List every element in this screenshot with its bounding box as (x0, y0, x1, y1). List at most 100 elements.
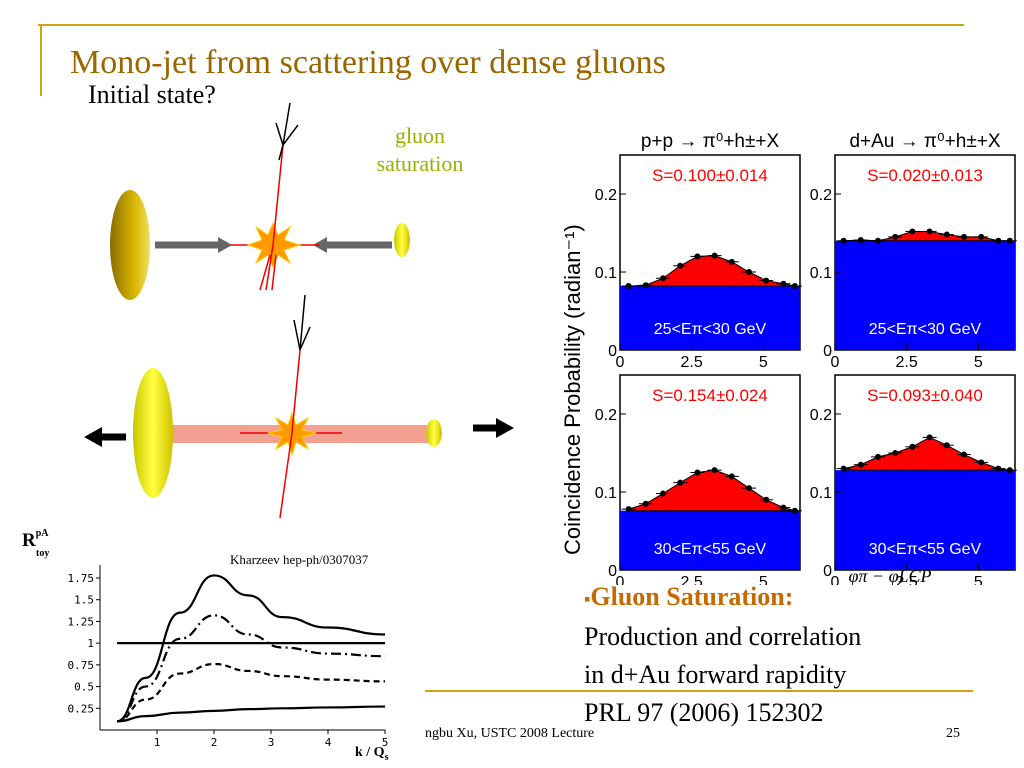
panel-xtick-label: 0 (831, 574, 840, 585)
r-toy-xtick-label: 1 (154, 736, 161, 749)
panel-ytick-label: 0.1 (595, 485, 617, 502)
coincidence-chart: p+p → π⁰+h±+X d+Au → π⁰+h±+X S=0.100±0.014… (595, 131, 1017, 585)
panel-ytick-label: 0 (608, 343, 617, 360)
panel-ytick-label: 0.1 (810, 265, 832, 282)
data-point (694, 469, 701, 476)
panel-ytick-label: 0.1 (810, 485, 832, 502)
column-title-0: p+p → π⁰+h±+X (641, 131, 780, 152)
panel-s-label-3: S=0.093±0.040 (867, 386, 983, 405)
panel-ytick-label: 0 (823, 343, 832, 360)
panel-xtick-label: 5 (974, 574, 983, 585)
r-toy-xtick-label: 3 (268, 736, 275, 749)
data-point (978, 459, 985, 466)
gold-nucleus-bottom (133, 368, 173, 498)
panel-ytick-label: 0.2 (595, 187, 617, 204)
coincidence-xlabel: φπ − φLCP (848, 566, 931, 585)
bullet-marker: ▪ (584, 589, 591, 609)
footer-text: ngbu Xu, USTC 2008 Lecture (425, 726, 595, 741)
r-toy-xlabel: k / Qs (355, 745, 389, 763)
panel-ytick-label: 0 (608, 563, 617, 580)
bullet-head: Gluon Saturation: (590, 582, 794, 611)
data-point (1006, 237, 1013, 244)
panel-s-label-2: S=0.154±0.024 (652, 386, 768, 405)
r-toy-ytick-label: 1.75 (68, 572, 95, 585)
r-toy-ytick-label: 0.75 (68, 659, 95, 672)
gluon-label-line2: saturation (376, 151, 464, 176)
panel-xtick-label: 2.5 (896, 354, 918, 371)
data-point (659, 275, 666, 282)
panel-xtick-label: 0 (616, 354, 625, 371)
data-point (677, 479, 684, 486)
panel-ytick-label: 0 (823, 563, 832, 580)
data-point (711, 252, 718, 259)
data-point (874, 237, 881, 244)
title-left-rule (40, 24, 42, 96)
panel-xtick-label: 2.5 (681, 574, 703, 585)
subtitle: Initial state? (88, 80, 216, 109)
r-toy-ytick-label: 1.25 (68, 615, 95, 628)
data-point (625, 283, 632, 290)
gluon-label-line1: gluon (394, 123, 446, 148)
deuteron-bottom (426, 419, 442, 447)
collision-star-top (246, 221, 302, 269)
left-arrow-icon (84, 427, 102, 447)
data-point (728, 473, 735, 480)
panel-range-label-1: 25<Eπ<30 GeV (869, 321, 982, 338)
data-point (926, 228, 933, 235)
panel-ytick-label: 0.1 (595, 265, 617, 282)
data-point (791, 283, 798, 290)
panel-xtick-label: 5 (759, 354, 768, 371)
data-point (763, 277, 770, 284)
panel-background-fill-2 (620, 510, 800, 570)
r-toy-ytick-label: 0.25 (68, 702, 95, 715)
panel-xtick-label: 5 (759, 574, 768, 585)
data-point (780, 504, 787, 511)
data-point (745, 485, 752, 492)
data-point (625, 506, 632, 513)
data-point (1006, 467, 1013, 474)
data-point (960, 451, 967, 458)
column-title-1: d+Au → π⁰+h±+X (849, 131, 1000, 152)
bullet-line-2: in d+Au forward rapidity (584, 660, 847, 689)
r-toy-xtick-label: 4 (325, 736, 332, 749)
panel-xtick-label: 0 (616, 574, 625, 585)
data-point (857, 237, 864, 244)
panel-background-fill-1 (835, 240, 1015, 350)
page-number: 25 (946, 726, 960, 741)
data-point (711, 467, 718, 474)
deuteron-top (394, 223, 410, 257)
r-toy-series-2 (116, 662, 386, 723)
data-point (909, 443, 916, 450)
r-toy-ytick-label: 1 (87, 637, 94, 650)
data-point (995, 237, 1002, 244)
panel-s-label-0: S=0.100±0.014 (652, 166, 768, 185)
data-point (840, 237, 847, 244)
panel-xtick-label: 5 (974, 354, 983, 371)
data-point (909, 228, 916, 235)
data-point (978, 233, 985, 240)
r-toy-label: RpA toy (22, 528, 50, 559)
panel-background-fill-0 (620, 286, 800, 350)
data-point (745, 269, 752, 275)
data-point (874, 453, 881, 460)
panel-ytick-label: 0.2 (810, 407, 832, 424)
data-point (995, 465, 1002, 472)
data-point (763, 496, 770, 503)
data-point (892, 450, 899, 456)
panel-background-fill-3 (835, 470, 1015, 570)
panel-xtick-label: 2.5 (681, 354, 703, 371)
panel-range-label-2: 30<Eπ<55 GeV (654, 541, 767, 558)
bullet-line-3: PRL 97 (2006) 152302 (584, 698, 824, 727)
data-point (960, 233, 967, 240)
r-toy-xtick-label: 5 (382, 736, 389, 749)
citation-label: Kharzeev hep-ph/0307037 (230, 552, 369, 567)
data-point (926, 434, 933, 441)
panel-xtick-label: 2.5 (896, 574, 918, 585)
data-point (677, 262, 684, 269)
panel-ytick-label: 0.2 (595, 407, 617, 424)
footer-rule (425, 690, 973, 692)
data-point (780, 280, 787, 287)
r-toy-ytick-label: 1.5 (74, 594, 94, 607)
panel-range-label-0: 25<Eπ<30 GeV (654, 321, 767, 338)
r-toy-ytick-label: 0.5 (74, 681, 94, 694)
